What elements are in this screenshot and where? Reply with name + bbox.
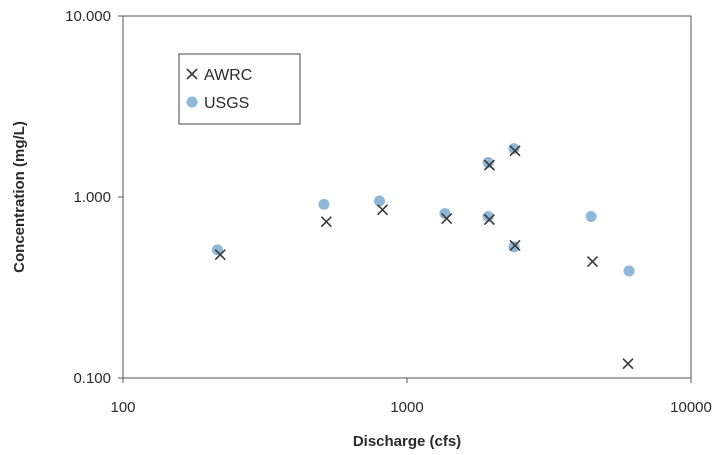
awrc-legend-marker	[186, 68, 198, 80]
usgs-point	[318, 198, 330, 210]
y-axis-ticks: 0.100 1.000 10.000	[65, 8, 123, 387]
awrc-point	[320, 216, 332, 228]
y-tick-label: 0.100	[73, 370, 111, 387]
awrc-point	[509, 239, 521, 252]
y-tick-label: 1.000	[73, 189, 111, 206]
x-tick-label: 10000	[670, 399, 712, 416]
legend-label-awrc: AWRC	[204, 67, 252, 84]
usgs-point	[482, 211, 494, 223]
data-points	[211, 143, 635, 370]
usgs-point	[211, 244, 223, 256]
awrc-point	[622, 358, 634, 370]
usgs-point	[623, 265, 635, 277]
x-axis-ticks: 100 1000 10000	[110, 378, 712, 416]
legend: AWRC USGS	[178, 53, 301, 125]
y-tick-label: 10.000	[65, 8, 111, 25]
awrc-point	[214, 249, 226, 261]
x-tick-label: 1000	[390, 399, 423, 416]
legend-label-usgs: USGS	[204, 95, 249, 112]
awrc-point	[441, 213, 453, 225]
y-axis-title: Concentration (mg/L)	[11, 121, 28, 273]
usgs-point	[439, 208, 451, 220]
usgs-point	[585, 211, 597, 223]
awrc-point	[483, 159, 495, 171]
awrc-point	[483, 214, 495, 226]
usgs-point	[482, 157, 494, 169]
awrc-point	[509, 145, 521, 157]
x-axis-title: Discharge (cfs)	[353, 433, 461, 450]
awrc-point	[586, 255, 599, 268]
awrc-point	[376, 204, 389, 216]
legend-box	[178, 53, 301, 125]
usgs-point	[373, 195, 385, 207]
x-tick-label: 100	[110, 399, 135, 416]
usgs-legend-marker	[186, 96, 198, 108]
